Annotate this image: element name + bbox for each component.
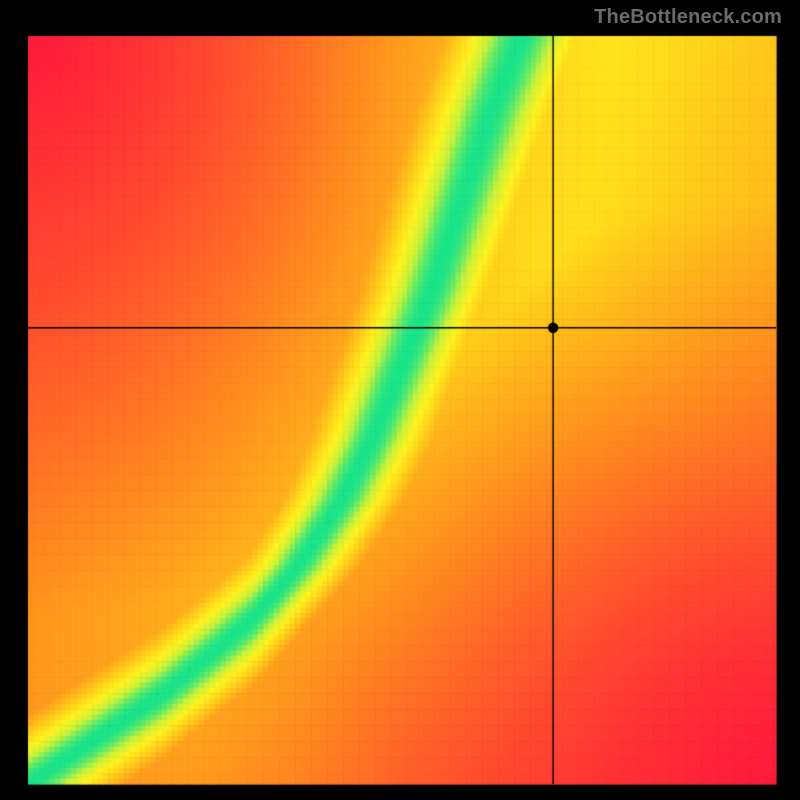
figure-container: TheBottleneck.com (0, 0, 800, 800)
attribution-label: TheBottleneck.com (594, 6, 782, 29)
heatmap-canvas (0, 0, 800, 800)
